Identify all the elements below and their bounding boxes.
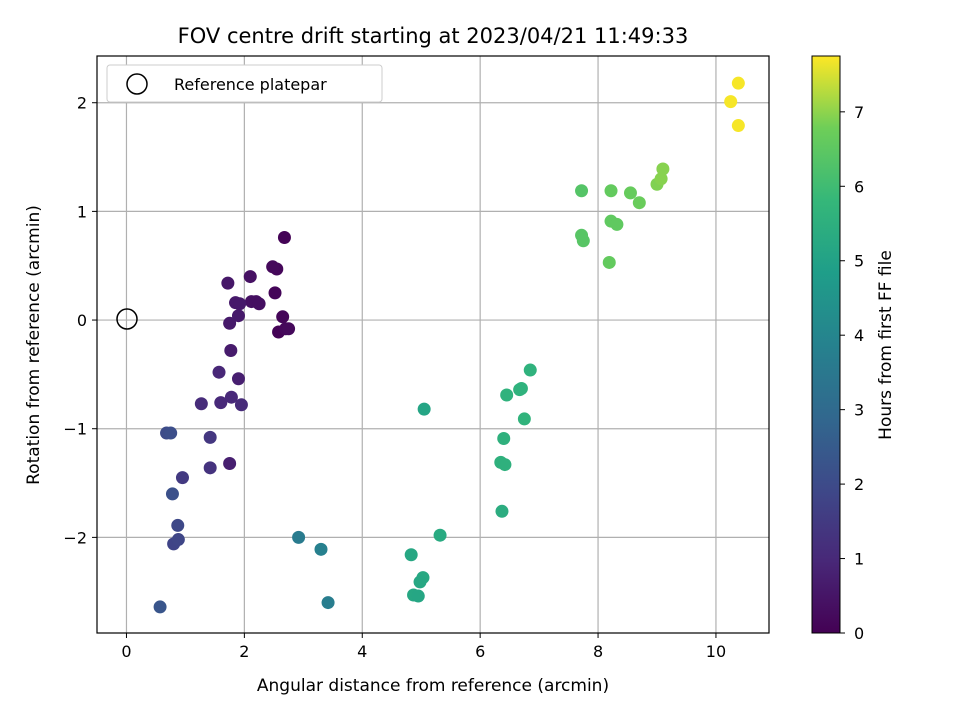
x-tick-label: 10 xyxy=(706,642,726,661)
data-point xyxy=(233,297,247,311)
data-point xyxy=(234,398,248,412)
data-point xyxy=(404,548,418,562)
data-point xyxy=(602,255,616,269)
x-tick-label: 6 xyxy=(475,642,485,661)
data-point xyxy=(214,396,228,410)
data-point xyxy=(203,461,217,475)
data-point xyxy=(231,372,245,386)
data-point xyxy=(175,471,189,485)
data-point xyxy=(731,76,745,90)
data-point xyxy=(252,297,266,311)
colorbar-tick-label: 1 xyxy=(854,550,864,569)
colorbar-tick-label: 6 xyxy=(854,177,864,196)
data-point xyxy=(500,388,514,402)
grid xyxy=(97,56,769,633)
data-point xyxy=(731,119,745,133)
data-point xyxy=(165,487,179,501)
data-point xyxy=(654,172,668,186)
colorbar xyxy=(811,55,841,634)
colorbar-tick-label: 7 xyxy=(854,103,864,122)
colorbar-tick-label: 3 xyxy=(854,401,864,420)
data-point xyxy=(514,382,528,396)
data-point xyxy=(277,230,291,244)
data-point xyxy=(203,430,217,444)
data-point xyxy=(632,196,646,210)
data-point xyxy=(724,95,738,109)
data-point xyxy=(171,518,185,532)
data-point xyxy=(276,310,290,324)
data-point xyxy=(576,234,590,248)
data-point xyxy=(417,402,431,416)
colorbar-tick-label: 2 xyxy=(854,475,864,494)
data-point xyxy=(433,528,447,542)
data-point xyxy=(224,390,238,404)
data-point xyxy=(517,412,531,426)
data-point xyxy=(411,589,425,603)
data-point xyxy=(314,542,328,556)
data-point xyxy=(212,365,226,379)
colorbar-ticks: 0 1 2 3 4 5 6 7 xyxy=(840,103,864,643)
data-point xyxy=(171,533,185,547)
colorbar-tick-label: 0 xyxy=(854,624,864,643)
colorbar-tick-label: 5 xyxy=(854,252,864,271)
x-tick-label: 4 xyxy=(357,642,367,661)
y-axis-ticks: −2 −1 0 1 2 xyxy=(63,94,97,547)
legend: Reference platepar xyxy=(106,64,383,103)
data-point xyxy=(495,504,509,518)
x-tick-label: 8 xyxy=(593,642,603,661)
data-point xyxy=(498,458,512,472)
data-point xyxy=(604,184,618,198)
data-point xyxy=(497,431,511,445)
data-point xyxy=(282,322,296,336)
data-point xyxy=(194,397,208,411)
data-point xyxy=(575,184,589,198)
y-tick-label: −2 xyxy=(63,528,87,547)
data-points xyxy=(153,76,745,614)
colorbar-tick-label: 4 xyxy=(854,326,864,345)
x-tick-label: 0 xyxy=(121,642,131,661)
legend-label: Reference platepar xyxy=(174,75,327,94)
x-axis-label: Angular distance from reference (arcmin) xyxy=(257,676,609,696)
data-point xyxy=(221,276,235,290)
y-tick-label: 0 xyxy=(77,311,87,330)
x-axis-ticks: 0 2 4 6 8 10 xyxy=(121,633,726,661)
legend-box xyxy=(106,64,383,103)
data-point xyxy=(243,270,257,284)
data-point xyxy=(292,530,306,544)
data-point xyxy=(266,260,280,274)
data-point xyxy=(321,596,335,610)
data-point xyxy=(413,575,427,589)
y-tick-label: 1 xyxy=(77,202,87,221)
data-point xyxy=(231,309,245,323)
data-point xyxy=(153,600,167,614)
data-point xyxy=(610,217,624,231)
x-tick-label: 2 xyxy=(239,642,249,661)
chart-title: FOV centre drift starting at 2023/04/21 … xyxy=(178,24,689,48)
plot-frame xyxy=(96,55,770,634)
data-point xyxy=(623,186,637,200)
legend-marker-icon xyxy=(126,73,148,95)
data-point xyxy=(224,343,238,357)
y-axis-label: Rotation from reference (arcmin) xyxy=(24,205,44,485)
y-tick-label: −1 xyxy=(63,420,87,439)
data-point xyxy=(223,316,237,330)
data-point xyxy=(268,286,282,300)
reference-platepar-marker xyxy=(116,308,138,330)
data-point xyxy=(523,363,537,377)
data-point xyxy=(656,162,670,176)
data-point xyxy=(164,426,178,440)
colorbar-label: Hours from first FF file xyxy=(876,250,896,440)
y-tick-label: 2 xyxy=(77,94,87,113)
data-point xyxy=(223,456,237,470)
